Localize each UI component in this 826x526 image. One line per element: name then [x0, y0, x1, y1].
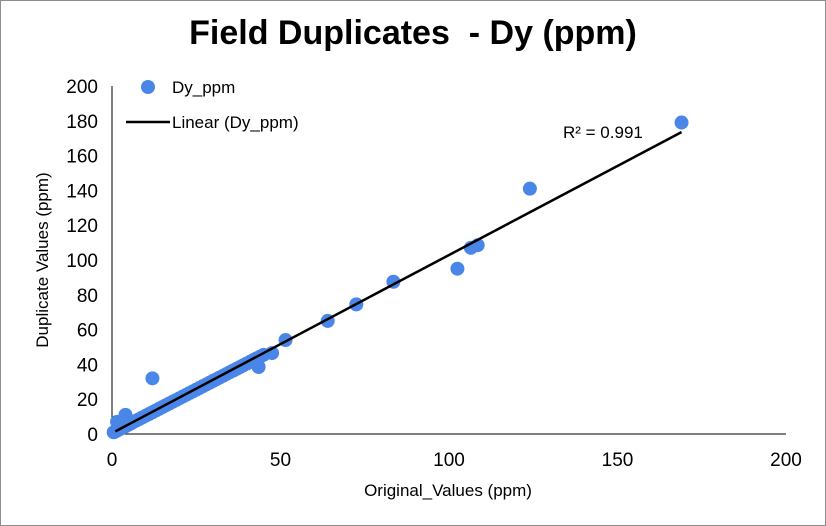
trendline [114, 131, 683, 433]
y-tick-label: 60 [77, 321, 98, 342]
y-tick-label: 100 [66, 251, 98, 272]
y-tick-label: 80 [77, 286, 98, 307]
legend-label-trendline: Linear (Dy_ppm) [172, 113, 299, 132]
r-squared-annotation: R² = 0.991 [563, 123, 643, 142]
x-axis-label: Original_Values (ppm) [364, 481, 532, 500]
data-point [145, 371, 160, 386]
data-point [450, 261, 465, 276]
x-tick-label: 100 [433, 450, 465, 471]
y-tick-label: 160 [66, 147, 98, 168]
legend-marker-points [141, 80, 155, 94]
x-tick-label: 150 [602, 450, 634, 471]
data-point [251, 360, 266, 375]
chart-title: Field Duplicates - Dy (ppm) [189, 14, 637, 52]
data-point [522, 181, 537, 196]
y-tick-label: 140 [66, 181, 98, 202]
y-tick-label: 0 [87, 425, 98, 446]
y-tick-label: 200 [66, 77, 98, 98]
x-tick-labels: 0 50 100 150 200 [107, 450, 802, 471]
legend-label-points: Dy_ppm [172, 78, 235, 97]
x-tick-label: 200 [770, 450, 802, 471]
data-point [118, 407, 133, 422]
x-tick-label: 50 [270, 450, 291, 471]
x-tick-label: 0 [107, 450, 118, 471]
y-tick-labels: 0 20 40 60 80 100 120 140 160 180 200 [66, 77, 98, 446]
y-tick-label: 120 [66, 216, 98, 237]
y-tick-label: 20 [77, 390, 98, 411]
y-axis-label: Duplicate Values (ppm) [33, 172, 52, 347]
data-point [674, 115, 689, 130]
legend: Dy_ppm Linear (Dy_ppm) [126, 78, 299, 132]
y-tick-label: 40 [77, 355, 98, 376]
y-tick-label: 180 [66, 112, 98, 133]
